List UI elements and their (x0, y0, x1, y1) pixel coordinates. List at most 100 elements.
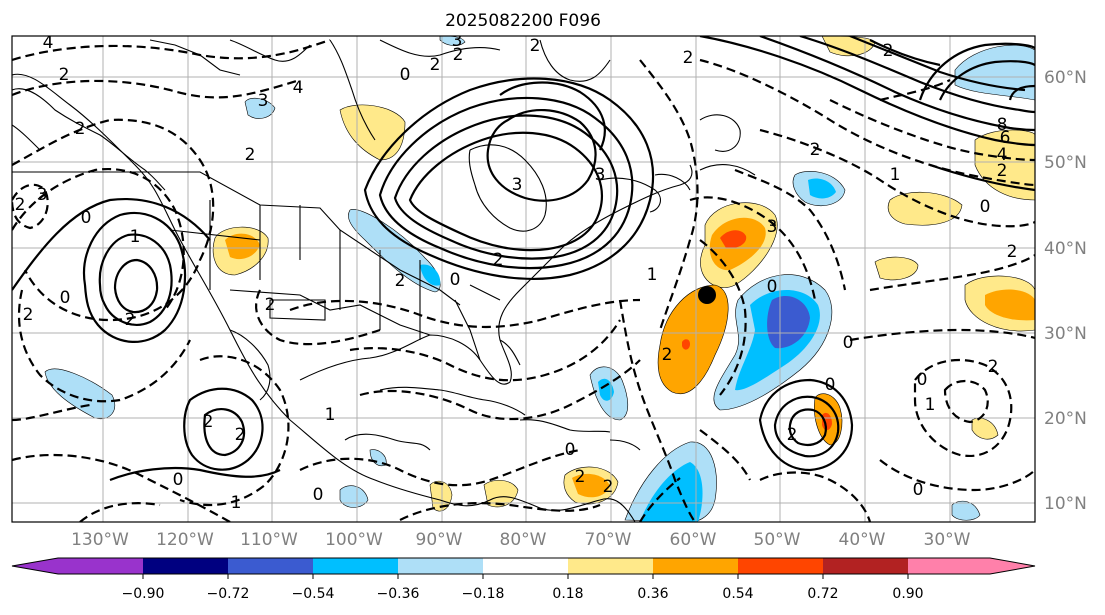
contour-label: 0 (917, 370, 928, 390)
lon-label: 60°W (670, 530, 717, 550)
latitude-labels: 60°N 50°N 40°N 30°N 20°N 10°N (1044, 68, 1087, 514)
contour-label: 1 (890, 165, 901, 185)
contour-label: 0 (767, 277, 778, 297)
contour-label: 4 (293, 78, 304, 98)
contour-label: 2 (265, 295, 276, 315)
contour-label: 2 (883, 41, 894, 61)
contour-label: 2 (988, 357, 999, 377)
contour-label: 0 (565, 440, 576, 460)
shaded-anomaly-fields (44, 36, 1035, 522)
contour-label: 4 (997, 145, 1008, 165)
lon-label: 90°W (416, 530, 463, 550)
contour-label: 8 (997, 115, 1008, 135)
shade-cold-ne (954, 44, 1035, 101)
lat-label: 40°N (1044, 239, 1087, 259)
contour-label: 6 (1000, 128, 1011, 148)
colorbar-segment (738, 558, 823, 574)
colorbar-tick-label: 0.54 (722, 586, 753, 602)
colorbar-tick-label: −0.54 (292, 586, 335, 602)
colorbar-tick-label: 0.90 (892, 586, 923, 602)
contour-label: 0 (913, 480, 924, 500)
contour-label: 2 (125, 310, 136, 330)
contour-label: 0 (313, 485, 324, 505)
contour-label: 3 (37, 185, 48, 205)
contour-label: 2 (683, 48, 694, 68)
colorbar-segment (568, 558, 653, 574)
colorbar-segment (823, 558, 908, 574)
colorbar-segment (398, 558, 483, 574)
colorbar-segment (12, 558, 58, 574)
lon-label: 120°W (156, 530, 214, 550)
colorbar-tick-label: −0.18 (462, 586, 505, 602)
lat-label: 50°N (1044, 153, 1087, 173)
colorbar-segment (228, 558, 313, 574)
shade-warm-central (657, 284, 729, 394)
contour-label: 2 (395, 271, 406, 291)
contour-label: 2 (430, 55, 441, 75)
solid-contours (12, 36, 1035, 482)
dashed-contours (12, 38, 1035, 522)
colorbar-segment (313, 558, 398, 574)
map-area: 4 2 2 3 4 0 2 2 2 3 2 2 3 2 0 1 2 0 3 2 … (12, 31, 1035, 522)
contour-label: 2 (530, 36, 541, 56)
contour-label: 2 (23, 305, 34, 325)
colorbar-tick-label: 0.18 (552, 586, 583, 602)
contour-label: 3 (512, 175, 523, 195)
colorbar-segment (143, 558, 228, 574)
longitude-labels: 130°W 120°W 110°W 100°W 90°W 80°W 70°W 6… (71, 530, 971, 550)
contour-label: 1 (325, 405, 336, 425)
lon-label: 30°W (924, 530, 971, 550)
colorbar-tick-label: −0.72 (207, 586, 250, 602)
lon-label: 40°W (839, 530, 886, 550)
contour-label: 2 (235, 425, 246, 445)
contour-label: 0 (400, 65, 411, 85)
lat-label: 10°N (1044, 494, 1087, 514)
contour-label: 0 (825, 375, 836, 395)
contour-label: 0 (173, 470, 184, 490)
contour-label: 1 (647, 265, 658, 285)
contour-label: 2 (787, 425, 798, 445)
contour-label: 2 (575, 467, 586, 487)
contour-label: 2 (493, 250, 504, 270)
colorbar-segment (990, 558, 1035, 574)
contour-label: 1 (925, 395, 936, 415)
contour-label: 2 (15, 195, 26, 215)
contour-label: 2 (203, 412, 214, 432)
lon-label: 100°W (325, 530, 383, 550)
lat-label: 30°N (1044, 324, 1087, 344)
contour-label: 2 (662, 345, 673, 365)
colorbar: −0.90 −0.72 −0.54 −0.36 −0.18 0.18 0.36 … (11, 557, 1036, 602)
contour-label: 0 (980, 197, 991, 217)
colorbar-tick-label: 0.72 (807, 586, 838, 602)
contour-label: 2 (810, 140, 821, 160)
map-frame (11, 35, 1036, 523)
contour-label: 3 (595, 165, 606, 185)
contour-label: 3 (767, 217, 778, 237)
contour-label: 3 (258, 91, 269, 111)
lat-label: 20°N (1044, 409, 1087, 429)
contour-label: 2 (997, 161, 1008, 181)
colorbar-tick-label: 0.36 (637, 586, 668, 602)
contour-label: 4 (43, 33, 54, 53)
storm-center-marker (698, 286, 716, 304)
colorbar-segment (653, 558, 738, 574)
contour-label: 2 (245, 145, 256, 165)
map-title: 2025082200 F096 (445, 11, 601, 31)
contour-label: 0 (450, 270, 461, 290)
contour-label: 3 (452, 31, 463, 51)
contour-label: 0 (60, 288, 71, 308)
lon-label: 50°W (754, 530, 801, 550)
colorbar-outline (11, 557, 1036, 575)
lon-label: 130°W (71, 530, 129, 550)
contour-label: 2 (453, 45, 464, 65)
lon-label: 110°W (240, 530, 298, 550)
contour-label: 1 (130, 227, 141, 247)
colorbar-tick-label: −0.90 (122, 586, 165, 602)
contour-label: 2 (1007, 242, 1018, 262)
contour-label: 0 (843, 333, 854, 353)
colorbar-segment (908, 558, 990, 574)
contour-label: 2 (75, 119, 86, 139)
contour-label: 2 (603, 477, 614, 497)
lon-label: 70°W (585, 530, 632, 550)
